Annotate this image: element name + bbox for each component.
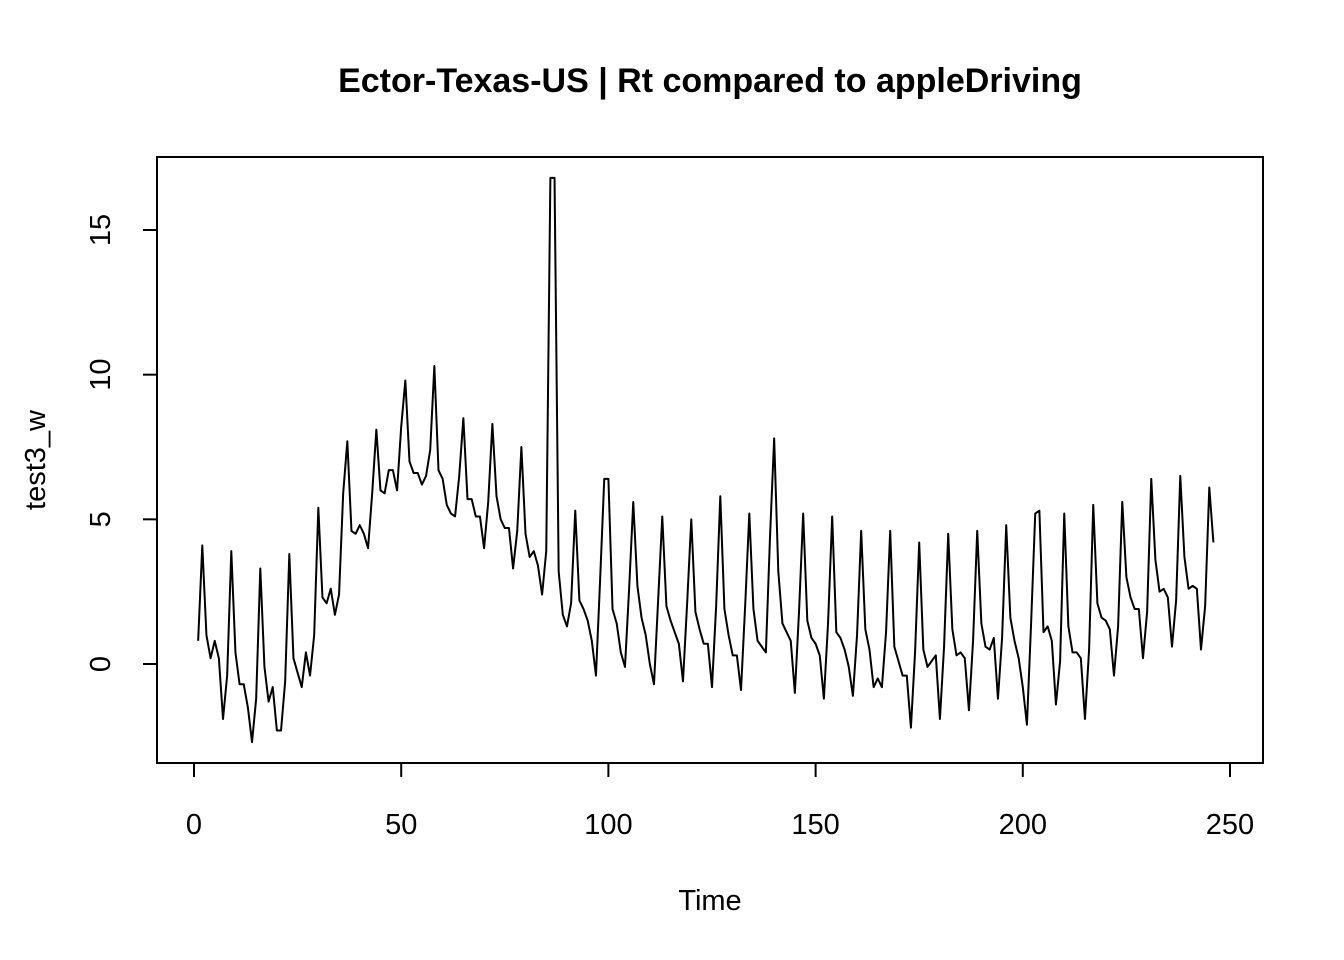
- y-axis: 0 5 10 15: [85, 214, 158, 672]
- x-tick-label: 100: [584, 809, 632, 841]
- y-tick-label: 5: [85, 511, 117, 527]
- x-tick-label: 50: [385, 809, 417, 841]
- x-axis-label: Time: [678, 885, 741, 917]
- y-tick-label: 15: [85, 214, 117, 246]
- y-tick-label: 10: [85, 359, 117, 391]
- series-layer: [197, 176, 1215, 744]
- x-tick-label: 200: [999, 809, 1047, 841]
- x-tick-label: 150: [791, 809, 839, 841]
- x-axis: 0 50 100 150 200 250: [186, 762, 1254, 841]
- y-tick-label: 0: [85, 656, 117, 672]
- y-axis-label: test3_w: [20, 409, 52, 510]
- series-line: [197, 176, 1215, 744]
- x-tick-label: 0: [186, 809, 202, 841]
- chart-title: Ector-Texas-US | Rt compared to appleDri…: [338, 62, 1082, 100]
- x-tick-label: 250: [1206, 809, 1254, 841]
